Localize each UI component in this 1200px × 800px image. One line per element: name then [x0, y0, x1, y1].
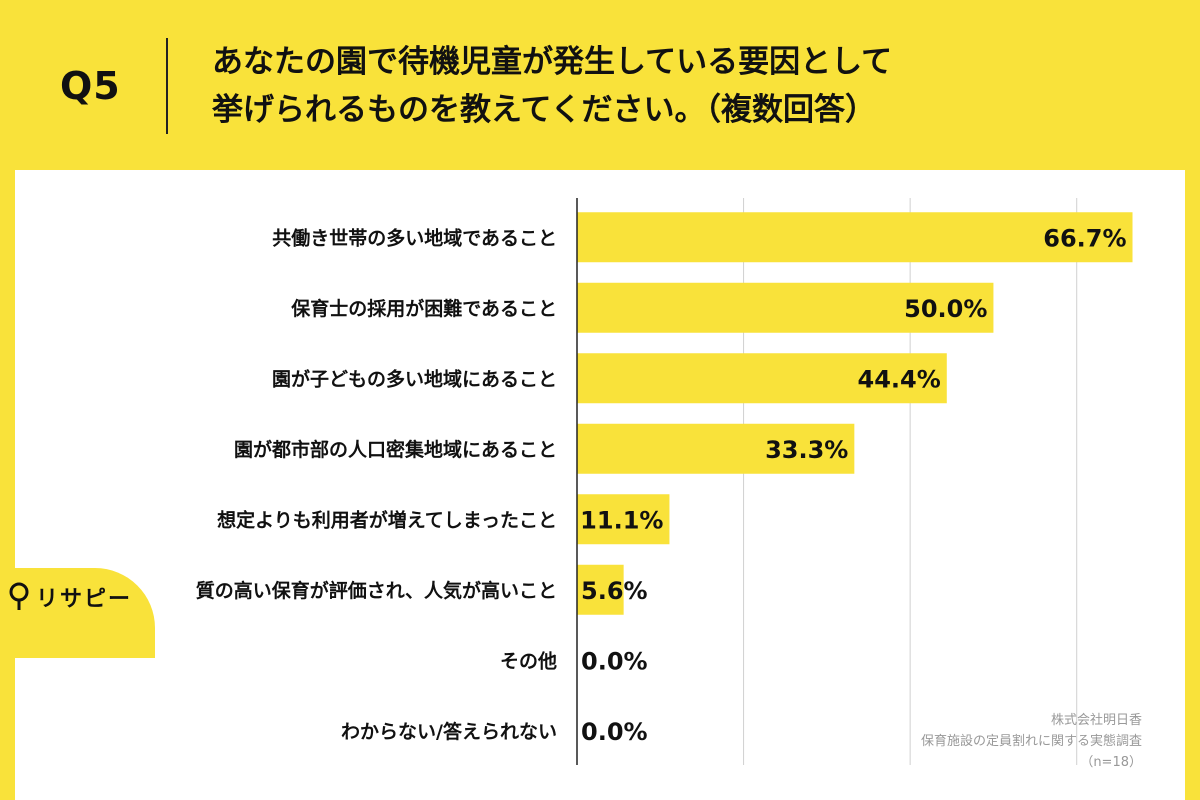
source-company: 株式会社明日香 [1050, 713, 1142, 728]
logo-tab [0, 568, 155, 658]
bar [577, 353, 947, 404]
pin-icon [9, 582, 29, 610]
question-line-1: あなたの園で待機児童が発生している要因として [212, 44, 893, 80]
value-label: 50.0% [904, 295, 987, 323]
value-label: 0.0% [581, 647, 648, 675]
header-divider [166, 38, 168, 134]
question-number: Q5 [60, 64, 121, 108]
category-label: その他 [500, 649, 557, 672]
value-label: 5.6% [581, 577, 648, 605]
category-label: 園が都市部の人口密集地域にあること [234, 438, 557, 461]
category-label: 共働き世帯の多い地域であること [272, 226, 557, 249]
value-label: 11.1% [580, 506, 663, 534]
bar [577, 212, 1133, 263]
category-label: 保育士の採用が困難であること [290, 297, 557, 320]
bar [577, 564, 624, 615]
chart-panel: 共働き世帯の多い地域であること 66.7% 保育士の採用が困難であること 50.0% 園… [15, 170, 1185, 800]
source-note: 株式会社明日香 保育施設の定員割れに関する実態調査 （n=18） [921, 710, 1142, 773]
value-label: 44.4% [858, 365, 941, 393]
bar [577, 494, 670, 545]
source-sample: （n=18） [1080, 755, 1142, 770]
bar-chart: 共働き世帯の多い地域であること 66.7% 保育士の採用が困難であること 50.0% 園… [196, 198, 1133, 765]
category-label: 想定よりも利用者が増えてしまったこと [217, 508, 557, 531]
value-label: 66.7% [1043, 224, 1126, 252]
bar [577, 282, 994, 333]
source-survey: 保育施設の定員割れに関する実態調査 [920, 734, 1142, 749]
brand-logo: リサピー [8, 581, 132, 613]
value-label: 0.0% [581, 718, 648, 746]
logo-text: リサピー [36, 587, 133, 612]
question-line-2: 挙げられるものを教えてください。（複数回答） [212, 92, 877, 128]
value-label: 33.3% [765, 436, 848, 464]
bar [577, 423, 855, 474]
category-label: わからない/答えられない [341, 720, 557, 743]
category-label: 園が子どもの多い地域にあること [272, 367, 557, 390]
question-text: あなたの園で待機児童が発生している要因として 挙げられるものを教えてください。（… [212, 38, 1112, 134]
category-label: 質の高い保育が評価され、人気が高いこと [196, 579, 557, 602]
